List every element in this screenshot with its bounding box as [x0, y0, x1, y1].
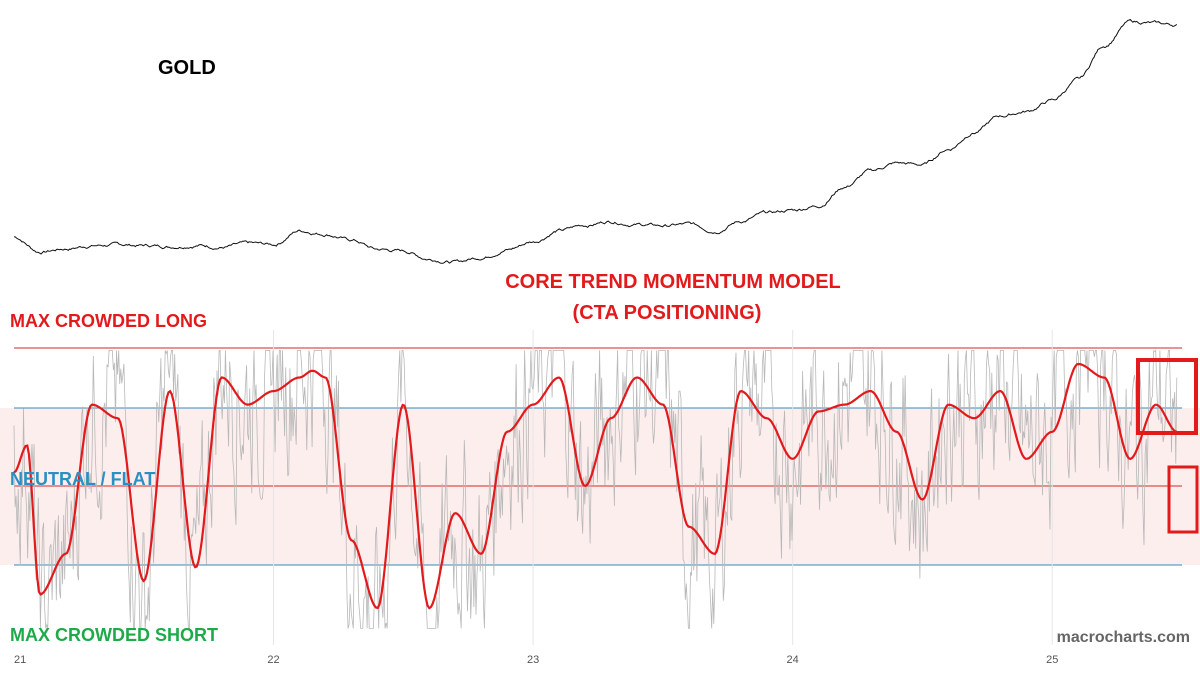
model-title: CORE TREND MOMENTUM MODEL [505, 271, 841, 293]
gold-price-series [14, 18, 1178, 264]
model-subtitle: (CTA POSITIONING) [573, 302, 762, 324]
cta-model-series [13, 362, 1178, 610]
gold-title: GOLD [158, 57, 216, 79]
highlight-box-upper [1136, 358, 1198, 435]
x-tick-label: 22 [267, 654, 279, 666]
max-crowded-short-label: MAX CROWDED SHORT [10, 625, 218, 645]
x-tick-label: 25 [1046, 654, 1058, 666]
watermark: macrocharts.com [1057, 629, 1190, 646]
x-tick-label: 23 [527, 654, 539, 666]
x-axis-ticks: 21 22 23 24 25 [14, 654, 1058, 666]
x-tick-label: 21 [14, 654, 26, 666]
highlight-box-lower [1167, 465, 1199, 534]
year-grid [273, 330, 1053, 645]
x-tick-label: 24 [787, 654, 799, 666]
neutral-flat-label: NEUTRAL / FLAT [10, 469, 155, 489]
max-crowded-long-label: MAX CROWDED LONG [10, 311, 207, 331]
